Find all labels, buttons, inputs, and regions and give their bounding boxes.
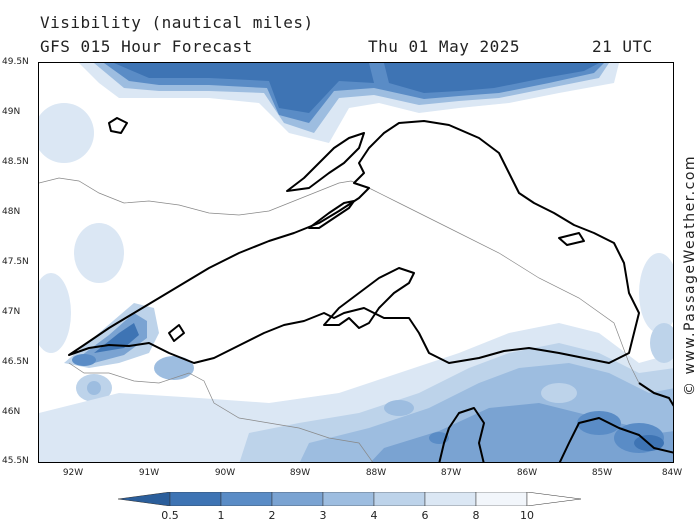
lat-label: 46.5N: [2, 357, 29, 367]
haze-east: [639, 253, 673, 363]
lon-label: 88W: [365, 468, 387, 478]
colorbar-segment: [322, 492, 375, 506]
forecast-time: 21 UTC: [592, 37, 653, 56]
colorbar-tick: 10: [520, 509, 534, 522]
lake-superior-shore: [68, 120, 640, 364]
lake-michigan-north: [438, 407, 485, 462]
lat-label: 47N: [2, 307, 21, 317]
lon-label: 85W: [591, 468, 613, 478]
boundary-lines: [39, 177, 640, 462]
lat-label: 46N: [2, 407, 21, 417]
colorbar-tick: 3: [319, 509, 327, 522]
colorbar: [118, 492, 582, 506]
nipigon-bay: [286, 132, 365, 192]
map-title: Visibility (nautical miles): [40, 13, 314, 32]
colorbar-segment: [475, 492, 528, 506]
lon-label: 84W: [661, 468, 683, 478]
coastlines: [68, 117, 673, 462]
colorbar-segment: [271, 492, 324, 506]
colorbar-segment: [220, 492, 273, 506]
lat-label: 49N: [2, 107, 21, 117]
low-visibility-north: [79, 63, 619, 143]
colorbar-segment: [118, 492, 171, 506]
apostle-islands: [168, 324, 185, 342]
colorbar-tick: 2: [268, 509, 276, 522]
low-visibility-west-lake: [64, 303, 194, 380]
colorbar-segment: [373, 492, 426, 506]
low-visibility-south: [39, 323, 673, 462]
colorbar-tick: 6: [421, 509, 429, 522]
lon-label: 86W: [516, 468, 538, 478]
colorbar-tick: 4: [370, 509, 378, 522]
colorbar-tick: 8: [472, 509, 480, 522]
lat-label: 47.5N: [2, 257, 29, 267]
forecast-label: GFS 015 Hour Forecast: [40, 37, 253, 56]
lon-label: 90W: [214, 468, 236, 478]
lat-label: 45.5N: [2, 456, 29, 466]
map-frame: [38, 62, 674, 463]
lat-label: 48.5N: [2, 157, 29, 167]
lon-label: 87W: [440, 468, 462, 478]
visibility-map: [39, 63, 673, 462]
lon-label: 89W: [289, 468, 311, 478]
michipicoten-island: [558, 232, 585, 246]
georgian-bay: [638, 382, 673, 407]
haze-west: [39, 103, 124, 402]
lon-label: 91W: [138, 468, 160, 478]
lat-label: 48N: [2, 207, 21, 217]
colorbar-segment: [526, 492, 582, 506]
forecast-date: Thu 01 May 2025: [368, 37, 520, 56]
isle-royale: [308, 200, 355, 229]
credit-text: © www.PassageWeather.com: [682, 154, 698, 396]
lake-nipigon: [108, 117, 128, 134]
colorbar-tick: 0.5: [161, 509, 179, 522]
colorbar-segment: [169, 492, 222, 506]
lake-huron-north: [558, 417, 673, 462]
keweenaw-peninsula: [323, 267, 415, 329]
lon-label: 92W: [62, 468, 84, 478]
colorbar-segment: [424, 492, 477, 506]
colorbar-tick: 1: [217, 509, 225, 522]
lat-label: 49.5N: [2, 57, 29, 67]
